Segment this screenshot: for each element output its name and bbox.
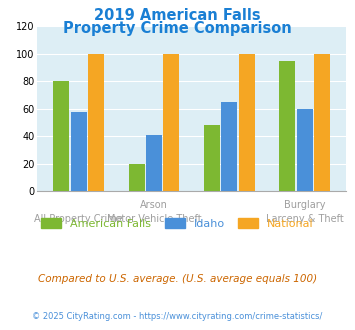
- Bar: [163, 54, 179, 191]
- Bar: [129, 164, 145, 191]
- Bar: [53, 82, 70, 191]
- Bar: [204, 125, 220, 191]
- Bar: [146, 135, 162, 191]
- Text: Larceny & Theft: Larceny & Theft: [266, 214, 344, 224]
- Text: All Property Crime: All Property Crime: [34, 214, 123, 224]
- Bar: [239, 54, 255, 191]
- Legend: American Falls, Idaho, National: American Falls, Idaho, National: [37, 214, 318, 234]
- Bar: [88, 54, 104, 191]
- Bar: [71, 112, 87, 191]
- Bar: [279, 61, 295, 191]
- Bar: [221, 102, 237, 191]
- Text: Arson: Arson: [140, 200, 168, 210]
- Text: Burglary: Burglary: [284, 200, 326, 210]
- Text: 2019 American Falls: 2019 American Falls: [94, 8, 261, 23]
- Text: © 2025 CityRating.com - https://www.cityrating.com/crime-statistics/: © 2025 CityRating.com - https://www.city…: [32, 312, 323, 321]
- Text: Compared to U.S. average. (U.S. average equals 100): Compared to U.S. average. (U.S. average …: [38, 274, 317, 284]
- Bar: [297, 109, 313, 191]
- Text: Motor Vehicle Theft: Motor Vehicle Theft: [107, 214, 201, 224]
- Text: Property Crime Comparison: Property Crime Comparison: [63, 21, 292, 36]
- Bar: [314, 54, 330, 191]
